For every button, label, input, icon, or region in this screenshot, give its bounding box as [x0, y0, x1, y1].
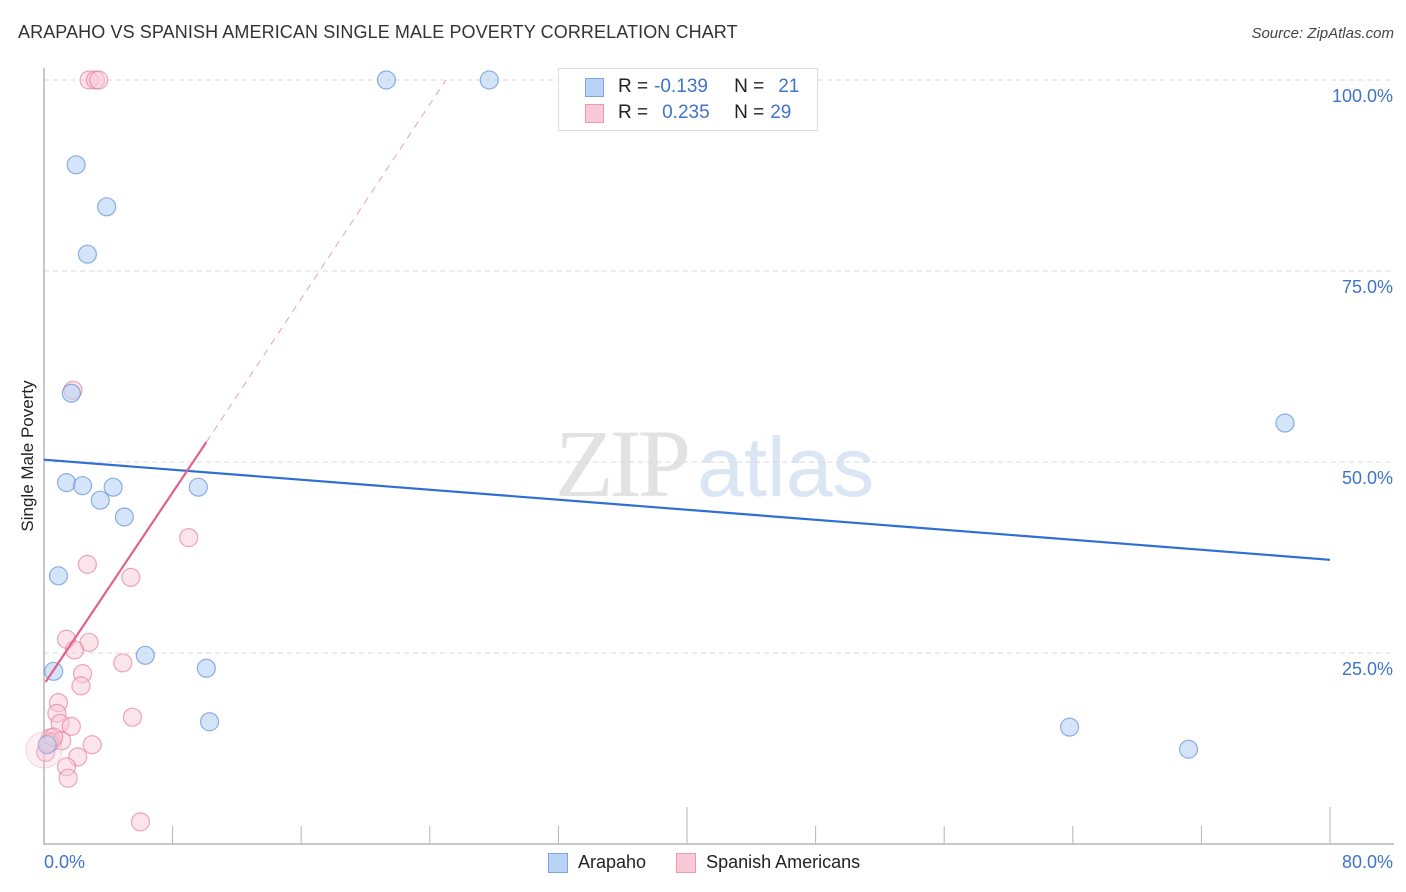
spanish-americans-swatch-icon: [676, 852, 697, 873]
source-label: Source: ZipAtlas.com: [1251, 25, 1394, 42]
legend-r-label: R =: [618, 102, 649, 123]
arapaho-point: [114, 507, 134, 527]
arapaho-point: [135, 645, 155, 665]
arapaho-swatch-icon: [548, 852, 568, 873]
legend-item-arapaho[interactable]: Arapaho: [548, 852, 646, 873]
legend-label-arapaho: Arapaho: [578, 852, 647, 872]
gridlines: [44, 79, 1394, 654]
spanish-american-point: [122, 707, 143, 727]
spanish-american-point: [25, 731, 63, 769]
arapaho-point: [1178, 739, 1199, 759]
spanish-american-point: [113, 653, 133, 673]
legend-n-value: 29: [770, 102, 792, 123]
x-tick-80: 80.0%: [1341, 852, 1393, 872]
chart-title: ARAPAHO VS SPANISH AMERICAN SINGLE MALE …: [18, 22, 738, 42]
series-legend: Arapaho Spanish Americans: [548, 852, 890, 873]
spanish-american-point: [89, 70, 109, 90]
arapaho-point: [72, 476, 93, 496]
watermark-atlas: atlas: [697, 420, 875, 514]
arapaho-point: [199, 712, 220, 732]
arapaho-point: [37, 735, 57, 755]
spanish-american-point: [130, 812, 151, 832]
arapaho-point: [376, 70, 396, 90]
arapaho-point: [1059, 717, 1080, 737]
legend-r-value: 0.235: [662, 102, 710, 123]
legend-row-arapaho: R = -0.139 N = 21: [585, 75, 799, 99]
legend-item-spanish-americans[interactable]: Spanish Americans: [676, 852, 860, 873]
arapaho-point: [48, 566, 69, 586]
arapaho-point: [61, 383, 81, 403]
spanish-american-trend-line: [44, 441, 208, 683]
spanish-american-point: [179, 528, 199, 548]
watermark-zip: ZIP: [555, 410, 691, 517]
y-tick-75: 75.0%: [1341, 277, 1393, 297]
x-tick-0: 0.0%: [44, 852, 86, 872]
data-points: [25, 70, 1295, 832]
arapaho-point: [188, 477, 208, 497]
legend-n-label: N =: [734, 102, 765, 123]
legend-r-label: R =: [618, 76, 649, 97]
y-tick-50: 50.0%: [1341, 468, 1393, 488]
legend-label-spanish-americans: Spanish Americans: [706, 852, 861, 872]
spanish-american-point: [58, 768, 78, 788]
legend-n-label: N =: [734, 76, 765, 97]
correlation-legend: R = -0.139 N = 21 R = 0.235 N = 29: [558, 68, 818, 131]
spanish-american-point: [77, 554, 98, 574]
trend-lines: [43, 79, 1331, 683]
y-tick-25: 25.0%: [1341, 659, 1393, 679]
arapaho-point: [56, 473, 77, 493]
arapaho-point: [97, 197, 117, 217]
arapaho-trend-line: [43, 458, 1331, 561]
arapaho-point: [479, 70, 499, 90]
spanish-american-point: [61, 716, 81, 736]
legend-row-spanish-americans: R = 0.235 N = 29: [585, 101, 791, 125]
axes: [43, 68, 1394, 845]
legend-swatch-arapaho: [585, 77, 604, 97]
watermark: ZIP atlas: [555, 408, 874, 519]
y-tick-100: 100.0%: [1331, 86, 1393, 106]
spanish-american-point: [82, 735, 102, 755]
arapaho-point: [90, 490, 110, 510]
spanish-american-trend-extension: [205, 79, 447, 443]
legend-r-value: -0.139: [654, 76, 708, 97]
arapaho-point: [1275, 413, 1295, 433]
arapaho-point: [66, 155, 86, 175]
y-axis-label: Single Male Poverty: [18, 380, 37, 532]
legend-swatch-spanish-americans: [585, 103, 604, 123]
spanish-american-point: [71, 676, 91, 696]
arapaho-point: [103, 477, 123, 497]
arapaho-point: [77, 244, 98, 264]
arapaho-point: [196, 658, 216, 678]
spanish-american-point: [121, 567, 141, 587]
legend-n-value: 21: [778, 76, 800, 97]
